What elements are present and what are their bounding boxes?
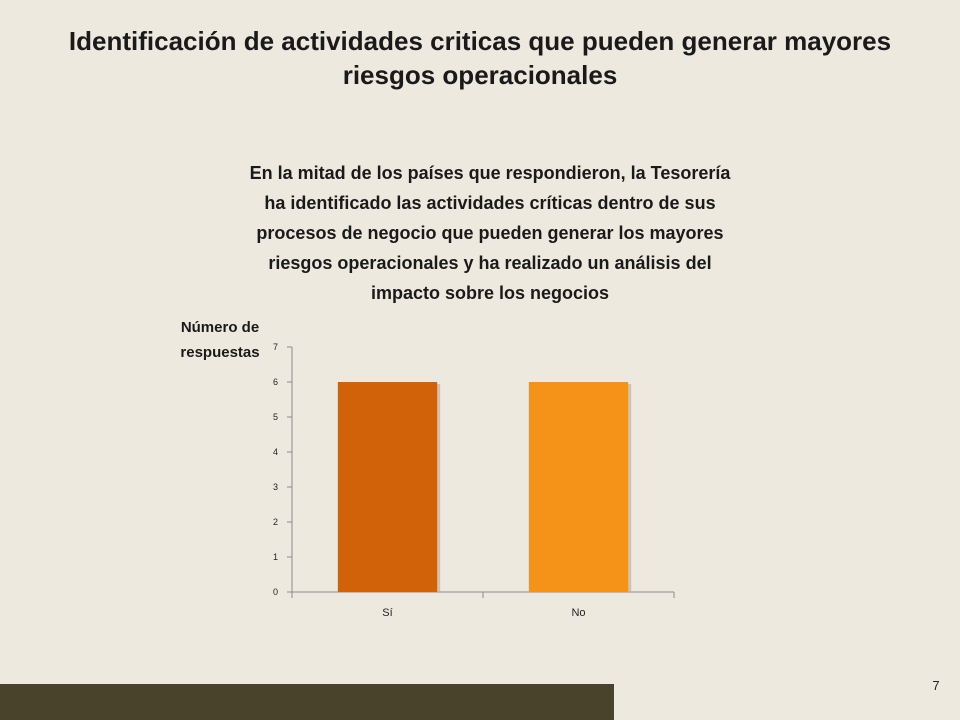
chart-plot-area: 0 1 2 3 4 5 6 7 Sí No xyxy=(273,342,675,619)
y-tick-label: 5 xyxy=(273,412,278,422)
subtitle-line-2: ha identificado las actividades críticas… xyxy=(264,193,716,213)
bar-1 xyxy=(337,382,438,592)
slide-title: Identificación de actividades criticas q… xyxy=(30,24,930,92)
x-category-label: No xyxy=(571,607,585,619)
slide-title-line-2: riesgos operacionales xyxy=(342,60,618,90)
y-axis-label: Número de respuestas xyxy=(150,315,290,365)
subtitle-line-4: riesgos operacionales y ha realizado un … xyxy=(268,253,712,273)
y-tick-label: 7 xyxy=(273,342,278,352)
slide-title-line-1: Identificación de actividades criticas q… xyxy=(68,26,892,56)
y-tick-label: 2 xyxy=(273,517,278,527)
y-tick-label: 0 xyxy=(273,587,278,597)
subtitle-line-1: En la mitad de los países que respondier… xyxy=(249,163,731,183)
subtitle-line-5: impacto sobre los negocios xyxy=(370,283,610,303)
bar-2 xyxy=(528,382,629,592)
y-tick-label: 4 xyxy=(273,447,278,457)
y-tick-label: 6 xyxy=(273,377,278,387)
footer-bar xyxy=(0,684,614,720)
chart-subtitle: En la mitad de los países que respondier… xyxy=(195,158,785,308)
subtitle-line-3: procesos de negocio que pueden generar l… xyxy=(256,223,724,243)
y-tick-label: 3 xyxy=(273,482,278,492)
x-category-label: Sí xyxy=(382,607,392,619)
y-axis-label-line-2: respuestas xyxy=(180,344,260,361)
page-number: 7 xyxy=(932,678,940,693)
y-tick-label: 1 xyxy=(273,552,278,562)
y-axis-label-line-1: Número de xyxy=(180,319,260,336)
